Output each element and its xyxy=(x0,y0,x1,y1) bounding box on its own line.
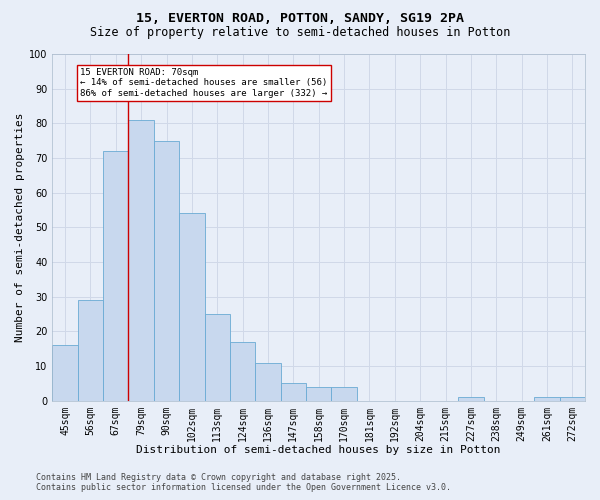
Bar xyxy=(331,387,357,400)
X-axis label: Distribution of semi-detached houses by size in Potton: Distribution of semi-detached houses by … xyxy=(136,445,501,455)
Bar xyxy=(103,151,128,400)
Bar xyxy=(255,362,281,401)
Text: Size of property relative to semi-detached houses in Potton: Size of property relative to semi-detach… xyxy=(90,26,510,39)
Bar xyxy=(306,387,331,400)
Text: 15 EVERTON ROAD: 70sqm
← 14% of semi-detached houses are smaller (56)
86% of sem: 15 EVERTON ROAD: 70sqm ← 14% of semi-det… xyxy=(80,68,328,98)
Bar xyxy=(154,140,179,400)
Bar xyxy=(534,398,560,400)
Bar xyxy=(179,214,205,400)
Bar xyxy=(52,345,78,401)
Y-axis label: Number of semi-detached properties: Number of semi-detached properties xyxy=(15,112,25,342)
Text: Contains HM Land Registry data © Crown copyright and database right 2025.
Contai: Contains HM Land Registry data © Crown c… xyxy=(36,473,451,492)
Bar xyxy=(230,342,255,400)
Bar xyxy=(458,398,484,400)
Bar xyxy=(78,300,103,400)
Bar xyxy=(205,314,230,400)
Text: 15, EVERTON ROAD, POTTON, SANDY, SG19 2PA: 15, EVERTON ROAD, POTTON, SANDY, SG19 2P… xyxy=(136,12,464,26)
Bar xyxy=(560,398,585,400)
Bar xyxy=(128,120,154,400)
Bar xyxy=(281,384,306,400)
